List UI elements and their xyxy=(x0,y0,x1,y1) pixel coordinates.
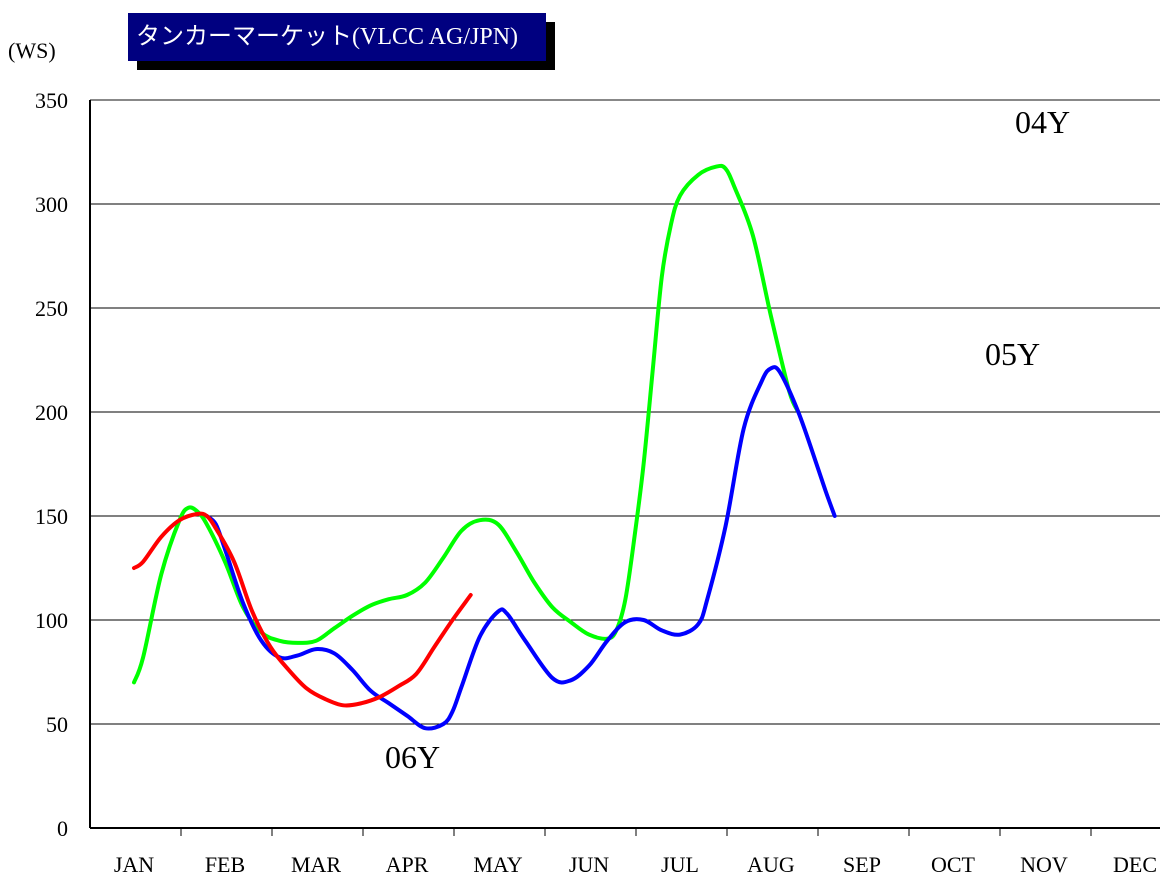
series-label-05y: 05Y xyxy=(985,336,1040,372)
x-tick-label-jan: JAN xyxy=(114,852,154,877)
x-tick-label-aug: AUG xyxy=(747,852,795,877)
y-tick-label-200: 200 xyxy=(35,400,68,425)
y-tick-label-50: 50 xyxy=(46,712,68,737)
x-tick-label-may: MAY xyxy=(473,852,522,877)
x-tick-label-dec: DEC xyxy=(1113,852,1157,877)
chart-title: タンカーマーケット(VLCC AG/JPN) xyxy=(128,13,546,61)
x-tick-label-feb: FEB xyxy=(205,852,245,877)
y-tick-label-150: 150 xyxy=(35,504,68,529)
series-line-04y xyxy=(132,163,801,685)
x-tick-label-nov: NOV xyxy=(1020,852,1068,877)
x-tick-label-sep: SEP xyxy=(843,852,881,877)
x-tick-label-jun: JUN xyxy=(569,852,609,877)
x-tick-label-oct: OCT xyxy=(931,852,976,877)
y-axis-label: (WS) xyxy=(8,38,56,63)
y-tick-label-300: 300 xyxy=(35,192,68,217)
x-tick-label-jul: JUL xyxy=(661,852,699,877)
y-tick-label-250: 250 xyxy=(35,296,68,321)
x-tick-label-apr: APR xyxy=(386,852,429,877)
y-tick-label-100: 100 xyxy=(35,608,68,633)
series-label-06y: 06Y xyxy=(385,739,440,775)
series-line-05y xyxy=(204,365,837,731)
x-tick-label-mar: MAR xyxy=(291,852,341,877)
y-tick-label-0: 0 xyxy=(57,816,68,841)
series-label-04y: 04Y xyxy=(1015,104,1070,140)
y-tick-label-350: 350 xyxy=(35,88,68,113)
series-line-06y xyxy=(132,511,473,708)
